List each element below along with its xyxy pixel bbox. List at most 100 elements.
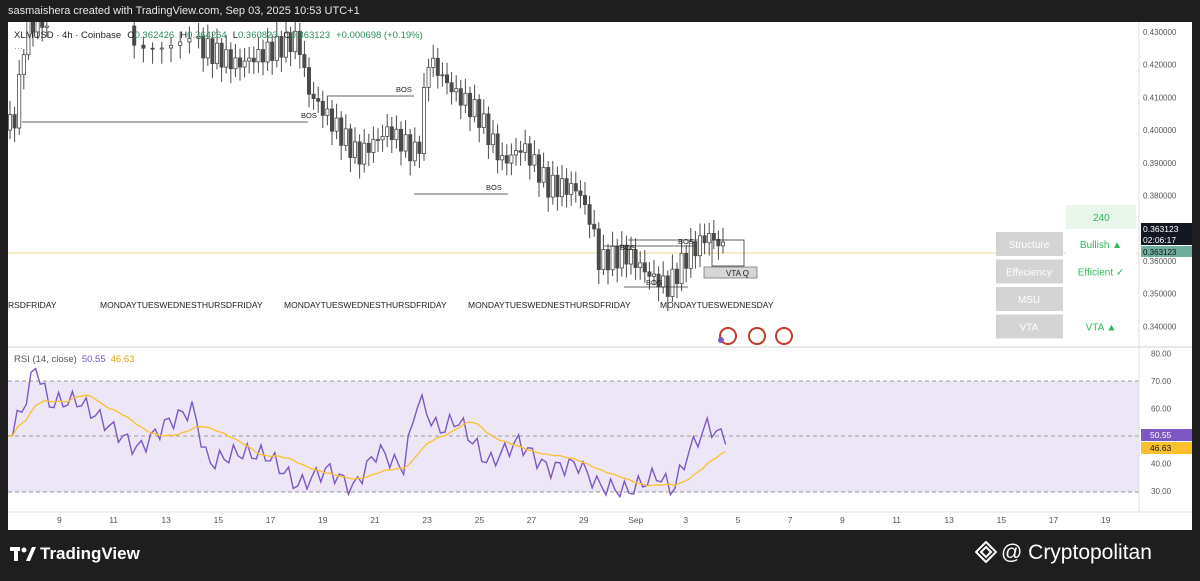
price-tick-label: 0.400000	[1143, 126, 1177, 135]
candle-body	[196, 35, 201, 39]
candle-body	[495, 133, 500, 161]
price-tick-label: 0.380000	[1143, 192, 1177, 201]
price-tick-label: 0.420000	[1143, 61, 1177, 70]
candle-body	[187, 38, 192, 43]
candle-body	[458, 88, 463, 106]
time-tick-label: 13	[161, 515, 171, 525]
candle-body	[587, 204, 592, 225]
candle-body	[550, 174, 555, 198]
last-price-badge-text: 0.363123	[1143, 224, 1179, 234]
event-marker-icon[interactable]	[718, 337, 724, 343]
rsi-legend[interactable]: RSI (14, close) 50.55 46.63	[14, 354, 134, 365]
panel-label: Effeciency	[1006, 268, 1052, 279]
candle-body	[527, 143, 532, 166]
o-value: 0.362426	[135, 30, 175, 41]
chart-canvas[interactable]: BOS BOS BOS BOS BOS BOS VTA Q RSDFRIDAY MONDAYT…	[8, 22, 1192, 530]
candle-body	[389, 126, 394, 141]
candle-body	[518, 150, 523, 153]
panel-value-cell	[1066, 314, 1136, 339]
candle-body	[228, 49, 233, 70]
candle-body	[343, 128, 348, 146]
credit-text: sasmaishera created with TradingView.com…	[8, 5, 360, 17]
candle-body	[675, 268, 680, 285]
time-tick-label: 21	[370, 515, 380, 525]
time-tick-label: 7	[788, 515, 793, 525]
bos-label: BOS	[646, 278, 662, 287]
price-tick-label: 0.360000	[1143, 257, 1177, 266]
weekday-label: MONDAYTUESWEDNESDAY	[660, 300, 774, 310]
candle-body	[26, 22, 31, 56]
candle-body	[684, 253, 689, 269]
rsi-line	[8, 367, 727, 499]
rsi-pane[interactable]	[8, 367, 1139, 499]
price-axis[interactable]: 0.430000 0.420000 0.410000 0.400000 0.390000…	[1143, 28, 1177, 331]
candle-body	[274, 36, 279, 61]
candle-body	[35, 22, 40, 33]
weekday-label: MONDAYTUESWEDNESTHURSDFRIDAY	[100, 300, 263, 310]
chart-frame[interactable]: BOS BOS BOS BOS BOS BOS VTA Q RSDFRIDAY MONDAYT…	[8, 22, 1192, 530]
candle-body	[132, 25, 137, 46]
candle-body	[578, 190, 583, 196]
candle-body	[444, 74, 449, 84]
candle-body	[486, 113, 491, 146]
panel-value: Bullish ▲	[1080, 240, 1122, 251]
timeframe-cell	[1066, 205, 1136, 229]
candle-body	[560, 178, 565, 198]
candle-body	[665, 275, 670, 297]
candle-body	[504, 155, 509, 164]
candle-body	[417, 141, 422, 154]
footer-bar	[0, 530, 1200, 581]
candle-body	[467, 92, 472, 118]
candle-body	[449, 82, 454, 93]
candle-body	[17, 74, 22, 129]
time-axis[interactable]: 9 11 13 15 17 19 21 23 25 27 29 Sep 3 5 7 9 11 13 15 17 19	[57, 515, 1111, 525]
c-label: C	[284, 30, 291, 41]
l-label: L	[233, 30, 238, 41]
news-icons[interactable]	[718, 327, 793, 345]
countdown-badge-text: 02:06:17	[1143, 235, 1176, 245]
vta-box	[703, 266, 758, 279]
rsi-ma-badge	[1141, 442, 1192, 454]
panel-label-cell	[996, 232, 1063, 256]
symbol-legend[interactable]: XLMUSD · 4h · Coinbase O0.362426 H0.364264…	[14, 30, 423, 41]
price-tick-label: 0.350000	[1143, 290, 1177, 299]
time-tick-label: 13	[944, 515, 954, 525]
candle-body	[302, 54, 307, 68]
rsi-ma-legend-value: 46.63	[111, 354, 135, 365]
candle-body	[178, 41, 183, 46]
candles	[8, 22, 726, 312]
candle-body	[490, 133, 495, 146]
candle-body	[256, 49, 261, 63]
rsi-tick-label: 40.00	[1151, 460, 1172, 469]
weekday-labels: RSDFRIDAY MONDAYTUESWEDNESTHURSDFRIDAY MON…	[8, 300, 774, 310]
rsi-badge	[1141, 429, 1192, 441]
candle-body	[403, 134, 408, 152]
candle-body	[440, 74, 445, 77]
news-icon[interactable]	[775, 327, 793, 345]
h-value: 0.364264	[187, 30, 227, 41]
candle-body	[573, 183, 578, 192]
time-tick-label: 19	[318, 515, 328, 525]
candle-body	[601, 249, 606, 270]
candle-body	[334, 117, 339, 132]
candle-body	[642, 262, 647, 273]
time-tick-label: 5	[736, 515, 741, 525]
rsi-band	[8, 381, 1139, 492]
o-label: O	[127, 30, 134, 41]
timeframe-value: 240	[1093, 213, 1110, 224]
candle-body	[721, 241, 726, 247]
bos-label: BOS	[678, 237, 694, 246]
news-icon[interactable]	[748, 327, 766, 345]
legend-dots[interactable]: ···	[14, 43, 23, 53]
tradingview-wordmark: TradingView	[40, 544, 140, 563]
candle-body	[638, 262, 643, 268]
candle-body	[371, 139, 376, 153]
time-tick-label: 17	[1049, 515, 1059, 525]
candle-body	[647, 271, 652, 277]
price-pane[interactable]: BOS BOS BOS BOS BOS BOS VTA Q RSDFRIDAY MONDAYT…	[8, 22, 1139, 345]
second-price-badge	[1141, 246, 1192, 257]
candle-body	[454, 88, 459, 93]
candle-body	[688, 241, 693, 269]
second-price-badge-text: 0.363123	[1143, 248, 1177, 257]
